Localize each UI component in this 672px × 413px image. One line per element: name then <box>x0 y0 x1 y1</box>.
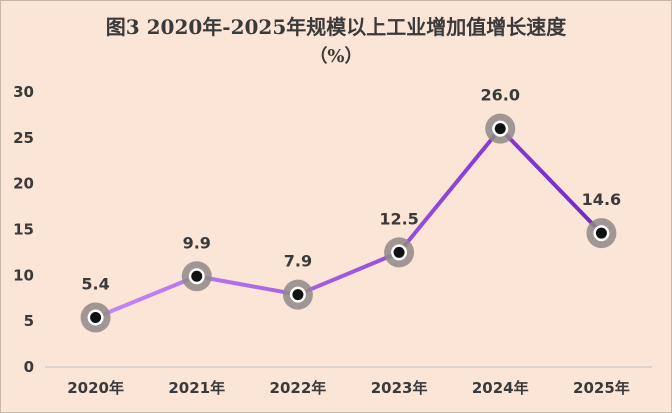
y-tick-label: 30 <box>13 83 34 101</box>
y-axis: 0 5 10 15 20 25 30 <box>13 83 34 376</box>
marker-core <box>191 270 203 282</box>
x-axis: 2020年 2021年 2022年 2023年 2024年 2025年 <box>67 379 630 397</box>
data-point <box>485 113 516 144</box>
y-tick-label: 10 <box>13 266 34 284</box>
data-label: 5.4 <box>81 275 109 294</box>
data-label: 9.9 <box>183 233 211 252</box>
x-tick-label: 2023年 <box>371 379 428 397</box>
y-tick-label: 5 <box>24 312 34 330</box>
marker-core <box>494 123 506 135</box>
series-line <box>93 126 604 320</box>
data-label: 26.0 <box>481 86 520 105</box>
marker-core <box>595 227 607 239</box>
x-tick-label: 2025年 <box>573 379 630 397</box>
data-point <box>181 261 212 292</box>
data-point <box>80 302 111 333</box>
x-tick-label: 2020年 <box>67 379 124 397</box>
data-labels: 5.4 9.9 7.9 12.5 26.0 14.6 <box>81 86 621 294</box>
y-tick-label: 15 <box>13 221 34 239</box>
marker-core <box>90 312 102 323</box>
chart-subtitle: （%） <box>309 46 362 67</box>
marker-core <box>393 246 405 258</box>
data-point <box>282 279 313 310</box>
y-tick-label: 25 <box>13 129 34 147</box>
x-tick-label: 2021年 <box>168 379 225 397</box>
data-label: 14.6 <box>582 190 621 209</box>
data-point <box>586 218 617 249</box>
data-label: 7.9 <box>284 252 312 271</box>
y-tick-label: 20 <box>13 175 34 193</box>
x-tick-label: 2024年 <box>472 379 529 397</box>
data-point <box>384 237 415 268</box>
data-label: 12.5 <box>379 209 418 228</box>
y-tick-label: 0 <box>24 358 34 376</box>
x-tick-label: 2022年 <box>270 379 327 397</box>
marker-core <box>292 289 304 301</box>
data-markers <box>80 113 617 333</box>
chart-title: 图3 2020年-2025年规模以上工业增加值增长速度 <box>106 15 568 39</box>
